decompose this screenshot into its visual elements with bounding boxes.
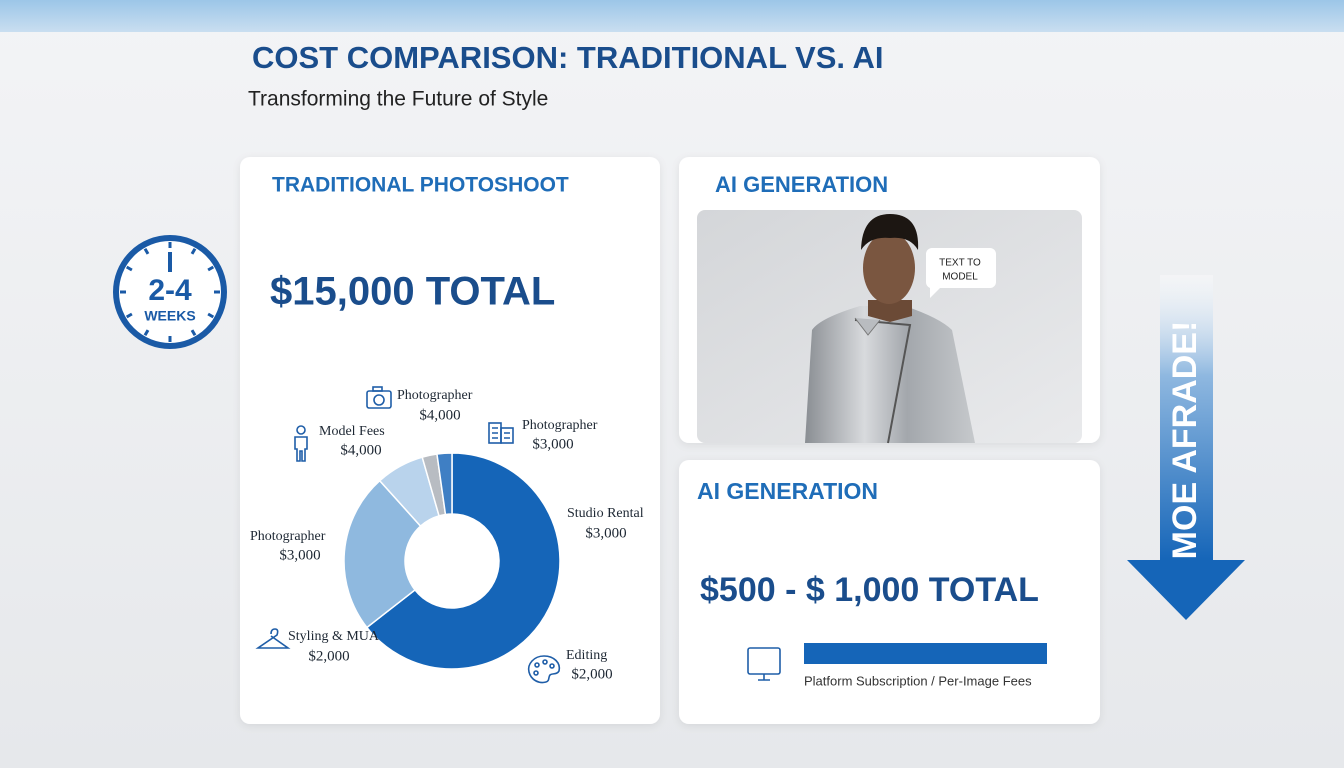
subtitle: Transforming the Future of Style [248,88,548,111]
clock-tick [143,329,150,337]
monitor-icon [747,647,781,681]
cost-item-amount: $3,000 [532,436,573,452]
bubble-line: TEXT TO [939,258,981,269]
top-band [0,0,1344,32]
cost-item-amount: $2,000 [571,666,612,682]
arrow-label: MOE AFRADE! [1166,321,1204,560]
clock-tick [125,312,133,319]
cost-item-label: Editing [566,648,607,663]
traditional-total: $15,000 TOTAL [270,270,555,314]
cost-item-label: Photographer [397,388,473,403]
down-arrow: MOE AFRADE! [1127,275,1245,620]
donut [343,452,561,670]
cost-item-label: Styling & MUA [288,629,380,644]
building-icon [488,422,514,444]
camera-icon [366,386,392,409]
clock-tick [190,247,197,255]
cost-item-amount: $3,000 [279,547,320,563]
ai-cost-caption: Platform Subscription / Per-Image Fees [804,673,1032,688]
cost-item-amount: $4,000 [419,407,460,423]
donut-segment [365,452,561,670]
donut-segment [436,452,453,516]
speech-bubble: TEXT TO MODEL [925,248,996,298]
bubble-line: MODEL [942,272,978,283]
hanger-icon [255,628,291,649]
cost-item-amount: $3,000 [585,525,626,541]
ai-image-title: AI GENERATION [715,172,888,197]
clock-tick [143,247,150,255]
clock-range: 2-4 [148,274,192,307]
cost-item-label: Studio Rental [567,506,644,521]
traditional-title: TRADITIONAL PHOTOSHOOT [272,174,569,197]
ai-cost-total: $500 - $ 1,000 TOTAL [700,571,1039,609]
cost-item-label: Model Fees [319,424,385,439]
cost-item-label: Photographer [250,529,326,544]
cost-item-amount: $4,000 [340,442,381,458]
clock-tick [125,265,133,272]
clock-icon: 2-4 WEEKS [113,235,227,349]
clock-tick [207,312,215,319]
title: COST COMPARISON: TRADITIONAL VS. AI [252,40,884,75]
clock-tick [190,329,197,337]
clock-tick [207,265,215,272]
cost-item-amount: $2,000 [308,648,349,664]
cost-item-label: Photographer [522,418,598,433]
palette-icon [527,655,561,684]
person-icon [294,425,308,462]
clock-unit: WEEKS [144,308,195,324]
model-figure [805,214,975,444]
cost-bar [804,643,1047,664]
ai-cost-title: AI GENERATION [697,478,878,504]
donut-segment [343,479,422,629]
